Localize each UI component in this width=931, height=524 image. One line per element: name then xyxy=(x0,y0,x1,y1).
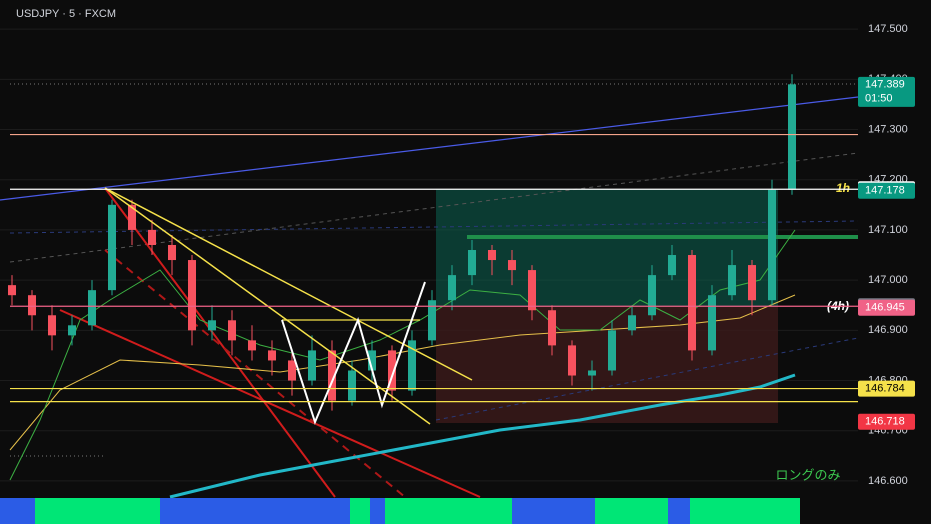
timeframe-label: 1h xyxy=(836,181,850,195)
trend-line xyxy=(0,96,859,201)
price-tag xyxy=(858,182,915,199)
channel-line xyxy=(104,187,336,498)
price-tag-label: 146.945 xyxy=(865,302,905,314)
candle-body xyxy=(548,310,556,346)
candle-body xyxy=(108,204,116,291)
price-tag-label: 146.784 xyxy=(865,382,905,394)
strip-segment xyxy=(668,498,690,524)
candle-body xyxy=(748,265,756,301)
candle-body xyxy=(448,275,456,301)
price-tag-label: 147.389 xyxy=(865,79,905,91)
channel-line xyxy=(9,220,859,234)
candles xyxy=(8,74,796,411)
trend-line xyxy=(104,187,473,381)
candle-body xyxy=(488,250,496,261)
candle-body xyxy=(208,320,216,331)
candle-body xyxy=(228,320,236,341)
price-tag xyxy=(858,299,915,316)
strip-segment xyxy=(0,498,35,524)
price-tag xyxy=(858,380,915,397)
candle-body xyxy=(428,300,436,341)
candle-body xyxy=(8,285,16,296)
price-tag-label: 146.718 xyxy=(865,416,905,428)
grid xyxy=(0,28,858,482)
candle-body xyxy=(768,189,776,301)
strip-segment xyxy=(160,498,350,524)
candle-body xyxy=(628,315,636,331)
candle-body xyxy=(88,290,96,326)
candle-body xyxy=(28,295,36,316)
strip-segment xyxy=(35,498,160,524)
candle-body xyxy=(568,345,576,376)
channel-line xyxy=(9,152,859,263)
candle-body xyxy=(728,265,736,296)
strip-segment xyxy=(690,498,765,524)
candle-body xyxy=(148,229,156,245)
y-tick-label: 147.000 xyxy=(868,274,908,286)
strip-segment xyxy=(512,498,595,524)
y-tick-label: 146.600 xyxy=(868,475,908,487)
channel-line xyxy=(59,309,481,498)
candle-body xyxy=(368,350,376,371)
candle-body xyxy=(408,340,416,391)
strip-segment xyxy=(370,498,385,524)
candle-body xyxy=(688,255,696,351)
candle-body xyxy=(508,260,516,271)
candle-body xyxy=(608,330,616,371)
candle-body xyxy=(788,84,796,190)
strip-segment xyxy=(765,498,800,524)
price-tag xyxy=(858,413,915,430)
y-tick-label: 147.500 xyxy=(868,23,908,35)
candle-body xyxy=(328,350,336,401)
candle-body xyxy=(68,325,76,336)
axis-labels: 146.600146.700146.800146.900147.000147.1… xyxy=(858,23,915,487)
candle-body xyxy=(288,360,296,381)
candle-body xyxy=(168,244,176,261)
candle-body xyxy=(468,250,476,276)
candle-body xyxy=(248,340,256,351)
y-tick-label: 147.300 xyxy=(868,123,908,135)
long-profit-zone xyxy=(436,189,778,307)
candle-body xyxy=(268,350,276,361)
countdown: 01:50 xyxy=(865,93,893,105)
candle-body xyxy=(708,295,716,351)
strip-segment xyxy=(350,498,370,524)
candle-body xyxy=(348,370,356,401)
candle-body xyxy=(588,370,596,376)
candle-body xyxy=(308,350,316,381)
moving-average xyxy=(169,373,796,499)
price-tag xyxy=(858,76,915,107)
candle-body xyxy=(48,315,56,336)
y-tick-label: 146.900 xyxy=(868,324,908,336)
note: ロングのみ xyxy=(775,467,840,482)
candle-body xyxy=(128,204,136,230)
candle-body xyxy=(528,270,536,311)
candle-body xyxy=(668,255,676,276)
strip-segment xyxy=(595,498,668,524)
candle-body xyxy=(188,260,196,331)
strip-segment xyxy=(385,498,512,524)
candle-body xyxy=(388,350,396,391)
price-tag-label: 147.178 xyxy=(865,185,905,197)
y-tick-label: 147.100 xyxy=(868,224,908,236)
chart-title: USDJPY · 5 · FXCM xyxy=(16,8,116,20)
candle-body xyxy=(648,275,656,316)
signal-strip xyxy=(0,498,800,524)
